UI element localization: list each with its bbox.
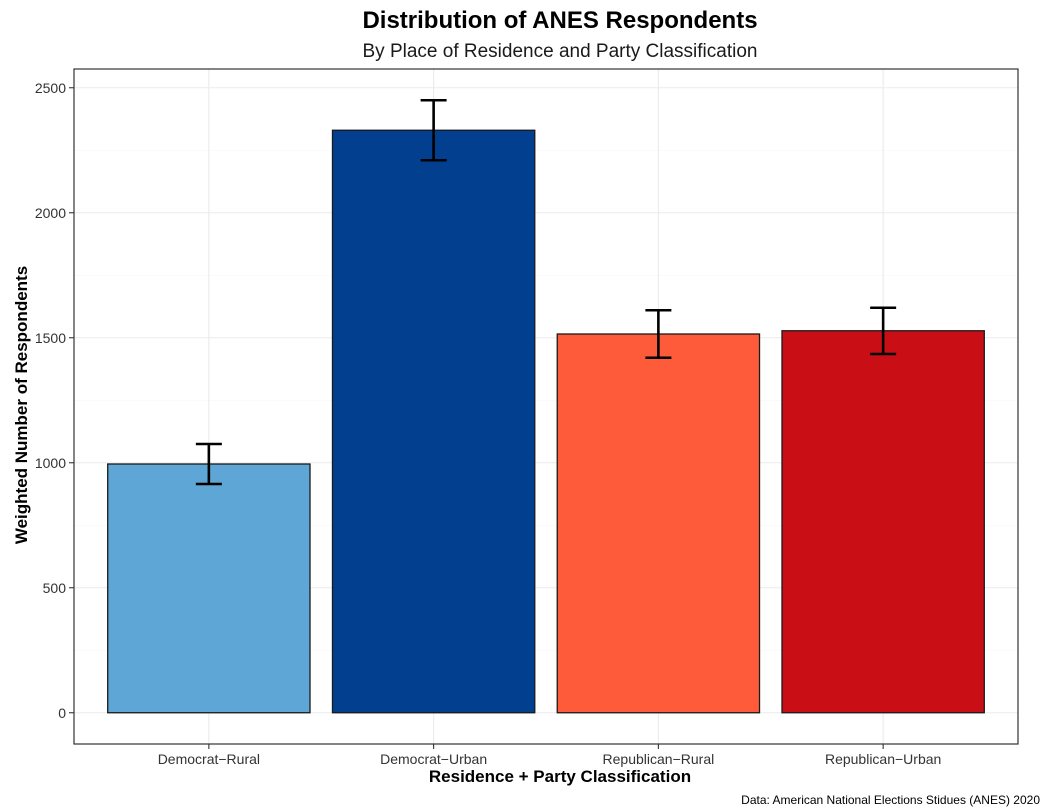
- bar-1: [331, 129, 536, 714]
- x-tick-label: Democrat−Urban: [380, 751, 487, 767]
- y-tick-label: 2500: [35, 80, 66, 96]
- y-tick-label: 2000: [35, 205, 66, 221]
- error-bar-1: [420, 98, 447, 162]
- error-bar-3: [870, 306, 897, 356]
- y-axis-title: Weighted Number of Respondents: [12, 266, 31, 544]
- bar-3: [781, 330, 985, 714]
- plot-area: 0 500 1000 1500 2000 2500 Democrat−Rural Democr…: [35, 68, 1019, 767]
- x-axis-title: Residence + Party Classification: [429, 767, 691, 786]
- chart-caption: Data: American National Elections Stidue…: [741, 793, 1040, 807]
- y-tick-label: 500: [43, 580, 67, 596]
- error-bar-2: [645, 308, 672, 360]
- y-tick-label: 1500: [35, 330, 66, 346]
- y-tick-label: 1000: [35, 455, 66, 471]
- x-tick-label: Republican−Urban: [825, 751, 941, 767]
- y-tick-label: 0: [58, 705, 66, 721]
- error-bar-0: [195, 442, 222, 486]
- panel-border: [73, 68, 1019, 745]
- x-tick-label: Democrat−Rural: [158, 751, 260, 767]
- chart-title: Distribution of ANES Respondents: [362, 7, 757, 34]
- chart-subtitle: By Place of Residence and Party Classifi…: [363, 41, 758, 62]
- x-tick-label: Republican−Rural: [603, 751, 715, 767]
- bar-0: [107, 463, 311, 714]
- bar-2: [556, 333, 761, 714]
